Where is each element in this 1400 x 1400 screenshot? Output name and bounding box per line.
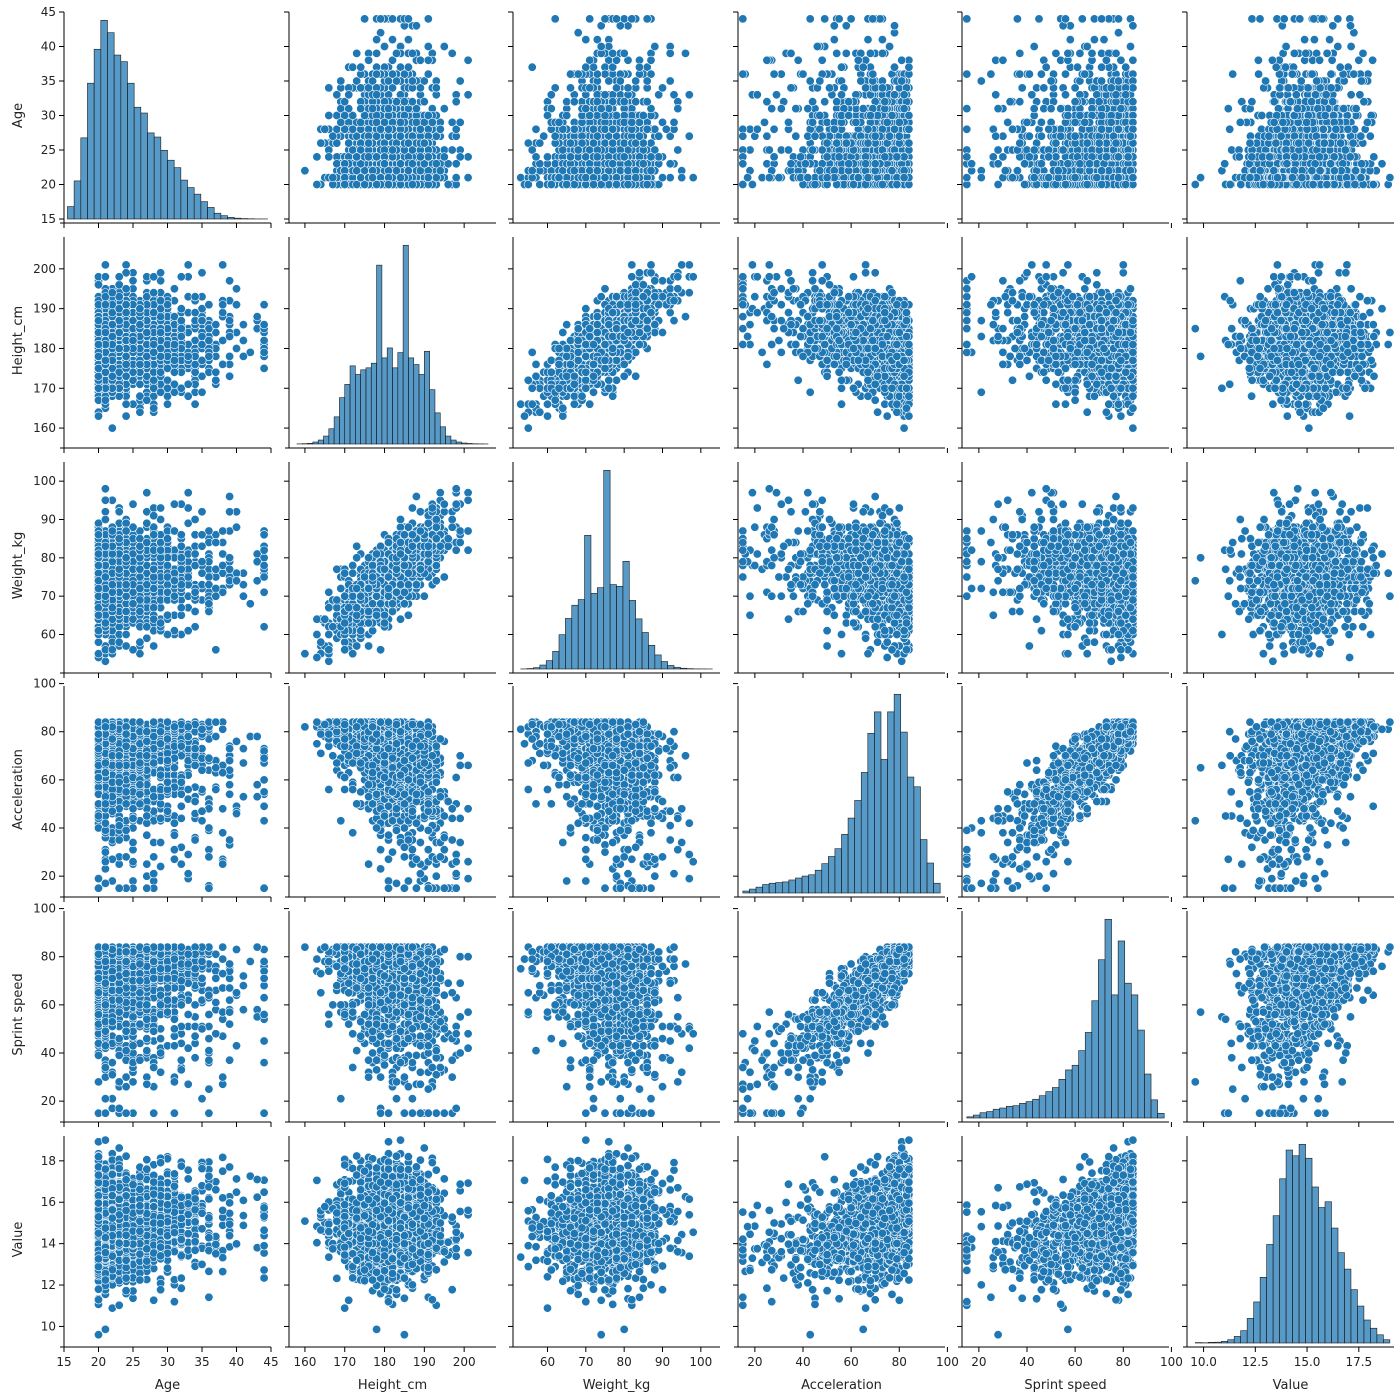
y-tick-label: 15 — [41, 212, 56, 226]
scatter-point — [388, 15, 396, 23]
hist-bar — [147, 133, 154, 219]
hist-bar — [74, 181, 81, 219]
hist-bar — [234, 218, 241, 219]
hist-bar — [87, 83, 94, 219]
hist-bar — [181, 180, 188, 219]
hist-bar — [174, 168, 181, 219]
hist-bar — [94, 49, 101, 219]
scatter-point — [456, 77, 464, 85]
hist-bar — [121, 62, 128, 219]
hist-bar — [154, 137, 161, 219]
scatter-point — [313, 153, 321, 161]
scatter-point — [464, 153, 472, 161]
hist-bar — [134, 107, 141, 219]
y-tick-label: 25 — [41, 143, 56, 157]
hist-bar — [161, 150, 168, 219]
hist-bar — [228, 217, 235, 219]
hist-bar — [141, 113, 148, 219]
hist-bar — [221, 216, 228, 219]
panel-age-vs-height-cm — [284, 12, 496, 228]
panel-age-vs-age: 15 20 25 30 35 40 45 — [41, 5, 271, 228]
y-tick-label: 30 — [41, 109, 56, 123]
y-tick-label: 45 — [41, 5, 56, 19]
hist-bar — [101, 20, 108, 219]
y-tick-label: 40 — [41, 40, 56, 54]
hist-bar — [67, 207, 74, 219]
scatter-point — [372, 49, 380, 57]
hist-bar — [214, 213, 221, 219]
scatter-point — [424, 15, 432, 23]
hist-bar — [188, 188, 195, 219]
hist-bar — [127, 83, 134, 219]
scatter-point — [404, 35, 412, 43]
hist-bar — [114, 55, 121, 219]
hist-bar — [194, 194, 201, 219]
hist-bar — [81, 138, 88, 219]
hist-bar — [107, 33, 114, 219]
scatter-point — [325, 84, 333, 92]
y-tick-label: 35 — [41, 74, 56, 88]
scatter-point — [372, 35, 380, 43]
hist-bar — [168, 160, 175, 219]
hist-bar — [208, 207, 215, 219]
y-tick-label: 20 — [41, 178, 56, 192]
hist-bar — [201, 202, 208, 219]
